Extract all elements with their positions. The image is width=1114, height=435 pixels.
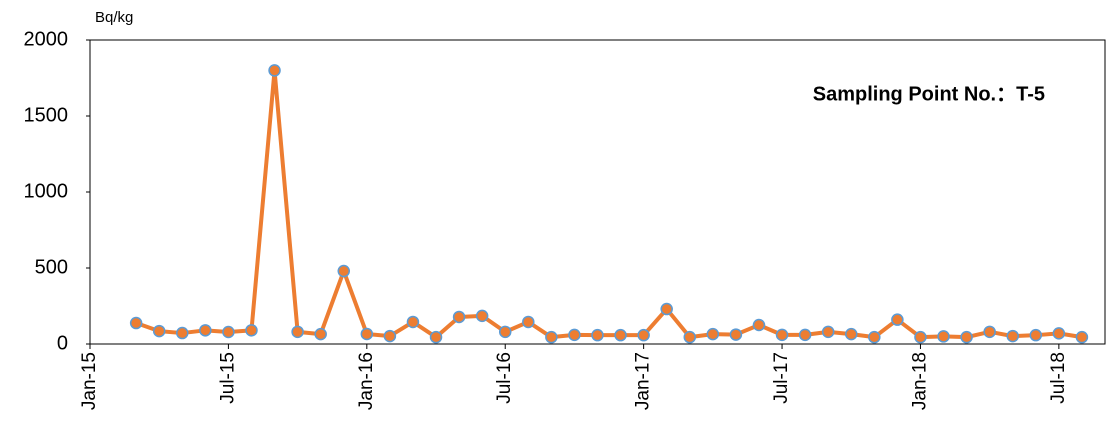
point (591, 328, 604, 342)
point (798, 328, 812, 342)
point (176, 326, 189, 340)
point (1029, 328, 1043, 342)
x-tick-label: Jul-17 (771, 352, 792, 404)
point (614, 328, 627, 342)
point (637, 328, 650, 342)
point (291, 325, 304, 339)
point (1006, 329, 1019, 343)
point (452, 310, 466, 324)
point (222, 325, 235, 339)
point (937, 330, 950, 343)
point (914, 330, 927, 344)
point (983, 325, 996, 339)
point (199, 324, 212, 337)
x-tick-label: Jul-16 (494, 352, 515, 404)
point (960, 330, 973, 344)
x-tick-label: Jan-16 (356, 352, 377, 410)
point (314, 327, 327, 341)
point (545, 330, 558, 344)
point (1075, 330, 1089, 344)
point (268, 64, 281, 77)
point (845, 327, 858, 341)
annotation: Sampling Point No.：T-5 (813, 83, 1045, 105)
point (752, 318, 766, 332)
y-tick-label: 1000 (24, 180, 69, 202)
point (821, 325, 835, 339)
y-tick-label: 2000 (24, 28, 69, 50)
point (891, 313, 904, 326)
point (152, 324, 166, 338)
x-tick-label: Jul-15 (217, 352, 238, 404)
series-line (135, 68, 1083, 340)
point (729, 328, 743, 341)
point (868, 330, 881, 344)
point (775, 328, 789, 342)
x-tick-label: Jan-15 (79, 352, 100, 410)
point (245, 324, 258, 337)
point (683, 330, 697, 344)
point (383, 329, 397, 343)
point (522, 315, 535, 329)
point (475, 309, 489, 323)
y-axis-unit: Bq/kg (95, 9, 133, 26)
point (129, 316, 143, 330)
point (706, 327, 720, 341)
point (568, 328, 581, 342)
x-tick-label: Jul-18 (1048, 352, 1069, 404)
x-tick-label: Jan-17 (633, 352, 654, 410)
point (660, 302, 673, 316)
x-tick-label: Jan-18 (909, 352, 930, 410)
y-tick-label: 1500 (24, 104, 69, 126)
y-tick-label: 0 (57, 332, 68, 354)
point (429, 330, 443, 344)
point (1052, 327, 1066, 340)
point (360, 327, 374, 341)
point (337, 264, 350, 278)
y-tick-label: 500 (35, 256, 68, 278)
point (406, 315, 420, 329)
point (498, 325, 512, 339)
